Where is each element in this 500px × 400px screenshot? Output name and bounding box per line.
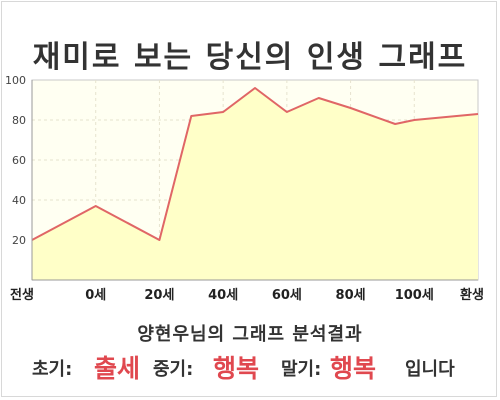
y-tick-label-20: 20	[12, 234, 26, 247]
early-value: 출세	[94, 354, 141, 383]
result-ending: 입니다	[405, 359, 455, 380]
x-tick-label-1: 0세	[85, 288, 106, 303]
early-label: 초기:	[32, 359, 73, 380]
x-tick-label-0: 전생	[10, 287, 34, 303]
x-tick-labels: 전생 0세 20세 40세 60세 80세 100세 환생	[10, 287, 484, 303]
analysis-subtitle: 양현우님의 그래프 분석결과	[137, 324, 363, 345]
x-tick-label-6: 100세	[395, 288, 434, 303]
mid-label: 중기:	[153, 359, 194, 380]
y-tick-label-40: 40	[12, 194, 26, 207]
x-tick-label-7: 환생	[460, 287, 484, 303]
series-line	[31, 87, 479, 241]
y-tick-label-100: 100	[5, 74, 26, 87]
x-tick-label-5: 80세	[336, 288, 366, 303]
y-tick-label-60: 60	[12, 154, 26, 167]
y-tick-labels: 20 40 60 80 100	[5, 74, 26, 247]
late-label: 말기:	[281, 359, 322, 380]
x-tick-label-4: 60세	[272, 288, 302, 303]
x-tick-label-3: 40세	[208, 288, 238, 303]
analysis-result: 초기: 출세 중기: 행복 말기: 행복 입니다	[0, 346, 500, 383]
x-tick-label-2: 20세	[144, 288, 174, 303]
page-title: 재미로 보는 당신의 인생 그래프	[32, 40, 468, 75]
late-value: 행복	[330, 354, 377, 383]
area-series	[31, 87, 479, 280]
mid-value: 행복	[213, 354, 260, 383]
y-tick-label-80: 80	[12, 114, 26, 127]
